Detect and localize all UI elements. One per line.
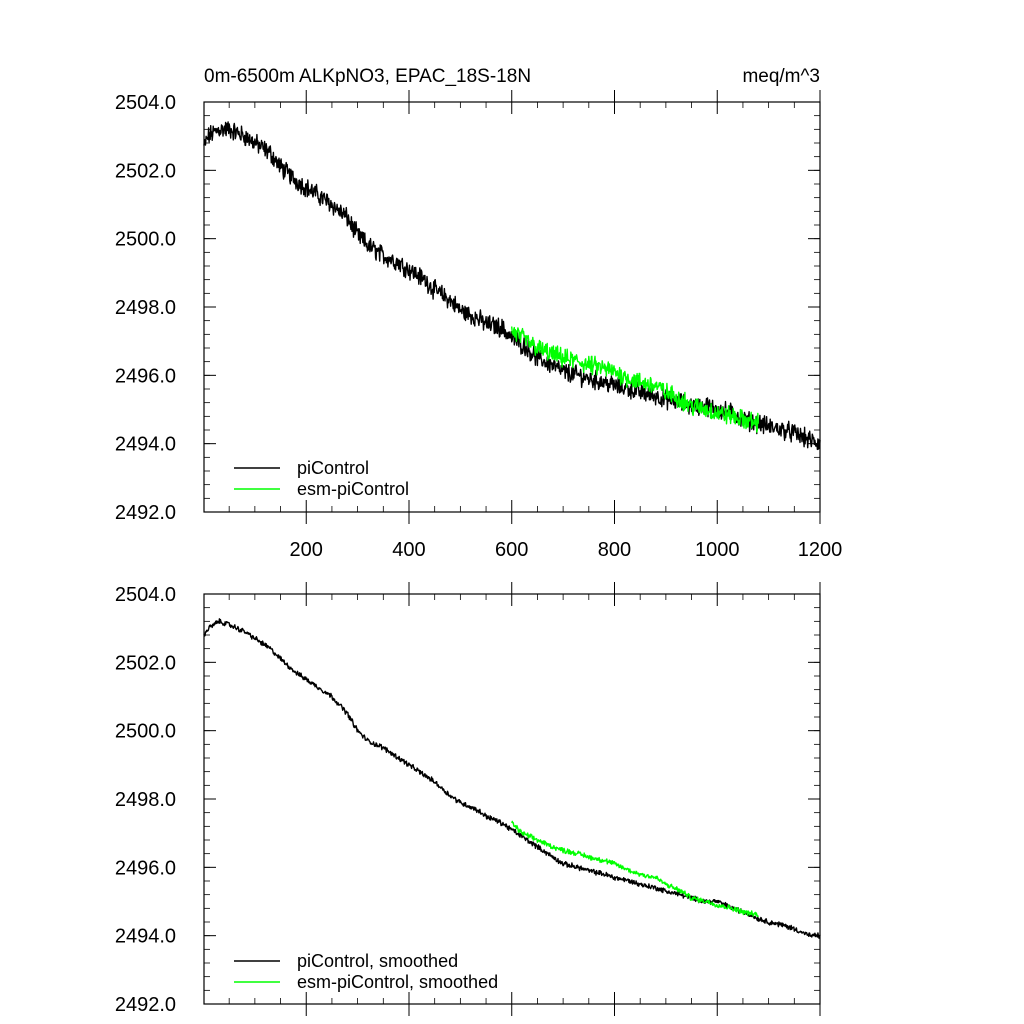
y-tick-label: 2504.0 bbox=[115, 92, 176, 114]
legend-label: esm-piControl, smoothed bbox=[297, 972, 498, 992]
chart-units: meq/m^3 bbox=[742, 66, 820, 87]
y-tick-label: 2496.0 bbox=[115, 857, 176, 879]
y-tick-label: 2504.0 bbox=[115, 584, 176, 606]
x-tick-label: 800 bbox=[598, 539, 631, 561]
y-tick-label: 2502.0 bbox=[115, 160, 176, 182]
series-line-1 bbox=[511, 326, 759, 433]
y-tick-label: 2500.0 bbox=[115, 721, 176, 743]
series-line-1 bbox=[511, 820, 759, 918]
y-tick-label: 2492.0 bbox=[115, 994, 176, 1016]
y-tick-label: 2494.0 bbox=[115, 926, 176, 948]
top-panel-raw: 0m-6500m ALKpNO3, EPAC_18S-18N meq/m^3 2… bbox=[115, 66, 842, 561]
bottom-panel-smoothed: 2492.0 2494.0 2496.0 2498.0 2500.0 2502.0 2504… bbox=[115, 582, 821, 1016]
y-tick-label: 2500.0 bbox=[115, 229, 176, 251]
legend-label: piControl bbox=[297, 458, 369, 478]
x-tick-label: 1200 bbox=[798, 539, 843, 561]
x-tick-label: 200 bbox=[290, 539, 323, 561]
y-tick-label: 2496.0 bbox=[115, 365, 176, 387]
plot-frame bbox=[203, 593, 821, 1005]
y-tick-label: 2492.0 bbox=[115, 502, 176, 524]
legend-label: esm-piControl bbox=[297, 479, 409, 499]
chart-title: 0m-6500m ALKpNO3, EPAC_18S-18N bbox=[204, 66, 531, 87]
plot-frame bbox=[203, 101, 821, 513]
y-tick-label: 2498.0 bbox=[115, 789, 176, 811]
y-tick-label: 2498.0 bbox=[115, 297, 176, 319]
legend-label: piControl, smoothed bbox=[297, 951, 458, 971]
y-tick-label: 2502.0 bbox=[115, 652, 176, 674]
x-tick-label: 600 bbox=[495, 539, 528, 561]
series-line-0 bbox=[203, 121, 821, 451]
y-tick-label: 2494.0 bbox=[115, 434, 176, 456]
x-tick-label: 400 bbox=[392, 539, 425, 561]
series-line-0 bbox=[203, 618, 821, 939]
x-tick-label: 1000 bbox=[695, 539, 740, 561]
